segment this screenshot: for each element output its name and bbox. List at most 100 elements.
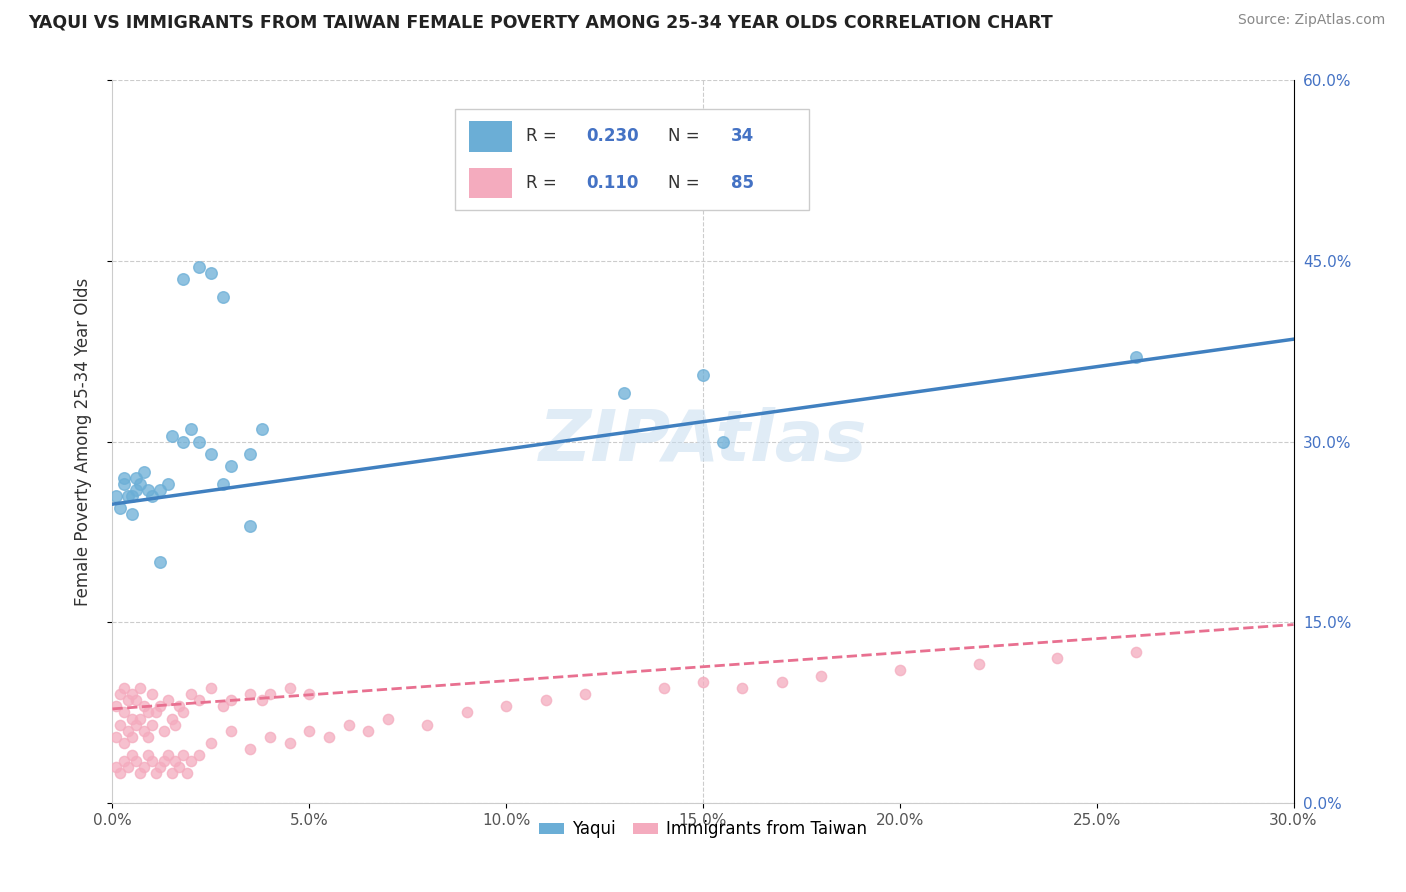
Point: [110, 500, 132, 515]
Point: [156, 693, 179, 707]
Point: [125, 717, 148, 731]
Point: [117, 693, 139, 707]
Point: [239, 518, 262, 533]
Point: [172, 706, 194, 720]
Point: [278, 735, 301, 749]
Point: [110, 687, 132, 701]
Text: Source: ZipAtlas.com: Source: ZipAtlas.com: [1237, 13, 1385, 28]
Point: [152, 723, 174, 738]
Point: [105, 699, 128, 714]
Point: [165, 754, 187, 768]
Point: [692, 675, 714, 690]
Point: [188, 260, 211, 274]
Point: [810, 669, 832, 683]
Point: [318, 730, 340, 744]
Point: [156, 747, 179, 762]
Point: [125, 754, 148, 768]
Point: [652, 681, 675, 696]
Point: [152, 754, 174, 768]
Point: [219, 693, 242, 707]
Point: [211, 699, 233, 714]
Point: [121, 730, 143, 744]
Point: [1125, 645, 1147, 659]
Point: [298, 723, 321, 738]
Point: [200, 681, 222, 696]
Point: [112, 735, 135, 749]
Point: [172, 434, 194, 449]
Point: [129, 712, 152, 726]
Point: [211, 290, 233, 304]
Point: [169, 699, 191, 714]
Point: [534, 693, 557, 707]
Point: [117, 723, 139, 738]
Point: [141, 687, 163, 701]
Point: [180, 687, 202, 701]
Point: [1046, 651, 1069, 665]
Point: [117, 760, 139, 774]
Point: [250, 693, 273, 707]
Point: [165, 717, 187, 731]
Point: [149, 760, 172, 774]
Point: [416, 717, 439, 731]
Point: [259, 730, 281, 744]
Point: [136, 747, 159, 762]
Point: [692, 368, 714, 383]
Point: [188, 434, 211, 449]
Point: [145, 706, 167, 720]
Point: [731, 681, 754, 696]
Point: [136, 706, 159, 720]
Point: [136, 730, 159, 744]
Point: [121, 687, 143, 701]
Point: [112, 681, 135, 696]
Point: [188, 693, 211, 707]
Point: [770, 675, 793, 690]
Point: [160, 765, 183, 780]
Point: [112, 476, 135, 491]
Point: [149, 699, 172, 714]
Point: [141, 717, 163, 731]
Point: [125, 470, 148, 484]
Point: [188, 747, 211, 762]
Point: [149, 555, 172, 569]
Point: [1125, 350, 1147, 364]
Point: [250, 422, 273, 436]
Point: [129, 765, 152, 780]
Point: [141, 754, 163, 768]
Point: [136, 483, 159, 497]
Text: ZIPAtlas: ZIPAtlas: [538, 407, 868, 476]
Point: [574, 687, 596, 701]
Point: [377, 712, 399, 726]
Point: [169, 760, 191, 774]
Point: [211, 476, 233, 491]
Point: [160, 428, 183, 442]
Point: [172, 747, 194, 762]
Point: [180, 754, 202, 768]
Point: [149, 483, 172, 497]
Point: [889, 664, 911, 678]
Point: [112, 706, 135, 720]
Point: [200, 266, 222, 280]
Point: [117, 489, 139, 503]
Point: [129, 681, 152, 696]
Point: [711, 434, 734, 449]
Point: [121, 507, 143, 521]
Point: [132, 465, 155, 479]
Legend: Yaqui, Immigrants from Taiwan: Yaqui, Immigrants from Taiwan: [533, 814, 873, 845]
Point: [357, 723, 380, 738]
Point: [180, 422, 202, 436]
Point: [219, 723, 242, 738]
Point: [141, 489, 163, 503]
Point: [121, 747, 143, 762]
Y-axis label: Female Poverty Among 25-34 Year Olds: Female Poverty Among 25-34 Year Olds: [73, 277, 91, 606]
Point: [298, 687, 321, 701]
Point: [200, 735, 222, 749]
Point: [278, 681, 301, 696]
Point: [112, 754, 135, 768]
Point: [239, 687, 262, 701]
Point: [125, 483, 148, 497]
Point: [110, 717, 132, 731]
Point: [125, 693, 148, 707]
Point: [239, 446, 262, 460]
Point: [176, 765, 198, 780]
Point: [112, 470, 135, 484]
